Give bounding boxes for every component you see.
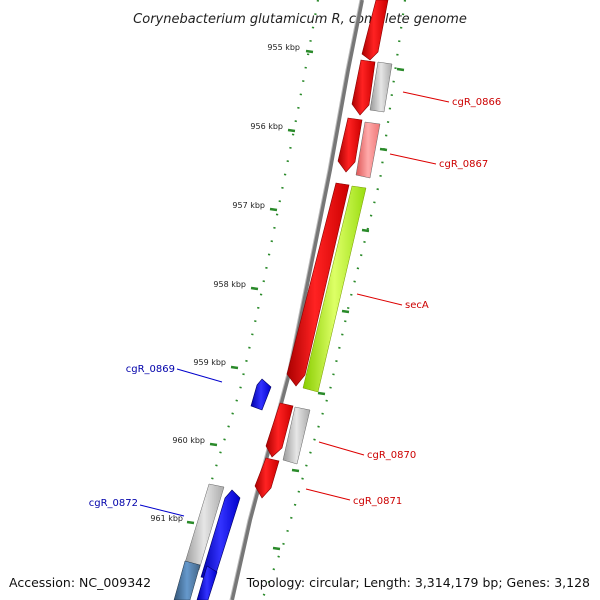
inner-major-ticks (186, 49, 314, 525)
map-title: Corynebacterium glutamicum R, complete g… (133, 12, 467, 27)
tick-label-960: 960 kbp (172, 436, 205, 445)
gene-arrow-cgR_0870-red[interactable] (265, 402, 294, 458)
inner-features (173, 483, 225, 600)
gene-arrow-cgR_0873-blue[interactable] (196, 565, 218, 600)
gene-arrow-cgR_0865[interactable] (361, 0, 389, 61)
gene-arrow-cgR_0869[interactable] (250, 378, 272, 411)
cds-features (282, 61, 393, 465)
tick-label-959: 959 kbp (193, 358, 226, 367)
genome-backbone-highlight (229, 0, 361, 600)
gene-arrow-cgR_0871-red[interactable] (254, 457, 280, 499)
genome-backbone (230, 0, 364, 600)
gene-arrow-cgR_0866-red[interactable] (351, 59, 376, 116)
tick-label-961: 961 kbp (150, 514, 183, 523)
outer-major-ticks (272, 67, 405, 551)
topology-text: Topology: circular; Length: 3,314,179 bp… (246, 575, 590, 590)
kbp-labels: 955 kbp 956 kbp 957 kbp 958 kbp 959 kbp … (150, 43, 300, 523)
feature-cgR_0866-gray[interactable] (369, 61, 393, 113)
inner-tick-track (176, 0, 320, 600)
tick-label-957: 957 kbp (232, 201, 265, 210)
feature-cgR_0873-steel[interactable] (173, 560, 201, 600)
feature-cgR_0872-gray[interactable] (183, 483, 225, 571)
gene-label-cgR_0871[interactable]: cgR_0871 (353, 496, 402, 507)
accession-text: Accession: NC_009342 (9, 575, 151, 590)
gene-label-secA[interactable]: secA (405, 300, 429, 311)
forward-strand-genes (254, 0, 389, 499)
feature-secA-green[interactable] (302, 185, 367, 393)
gene-arrow-cgR_0867-red[interactable] (337, 117, 363, 173)
gene-labels: cgR_0866 cgR_0867 secA cgR_0870 cgR_0871… (89, 97, 502, 509)
gene-label-cgR_0866[interactable]: cgR_0866 (452, 97, 501, 108)
gene-label-cgR_0869[interactable]: cgR_0869 (126, 364, 175, 375)
label-leaders (139, 91, 450, 517)
gene-label-cgR_0872[interactable]: cgR_0872 (89, 498, 138, 509)
feature-cgR_0867-pink[interactable] (355, 121, 381, 179)
tick-label-958: 958 kbp (213, 280, 246, 289)
feature-cgR_0870-gray[interactable] (282, 406, 311, 465)
tick-label-956: 956 kbp (250, 122, 283, 131)
tick-label-955: 955 kbp (267, 43, 300, 52)
gene-arrow-secA-red[interactable] (286, 182, 350, 387)
gene-label-cgR_0867[interactable]: cgR_0867 (439, 159, 488, 170)
gene-label-cgR_0870[interactable]: cgR_0870 (367, 450, 416, 461)
reverse-strand-genes (196, 378, 272, 600)
